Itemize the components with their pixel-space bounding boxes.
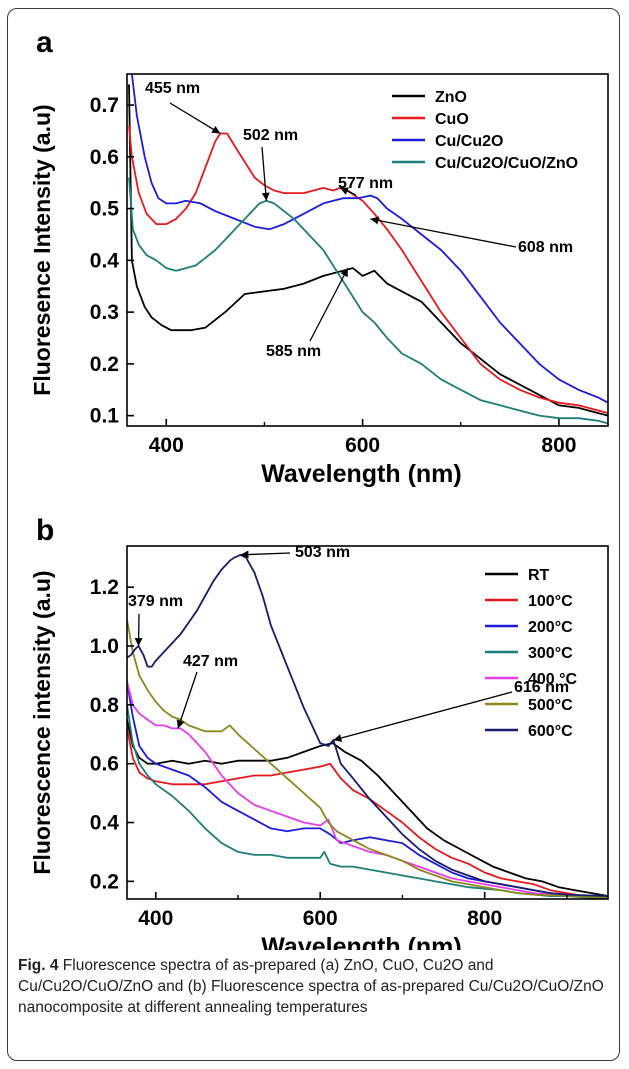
panel-a-legend-label-0: ZnO (435, 89, 467, 106)
panel-a-y-tick-label-0: 0.1 (90, 405, 120, 428)
panel-a-series-group (128, 74, 608, 425)
panel-a-annotation-label-2: 577 nm (338, 175, 393, 192)
panel-a-series-line-0 (128, 84, 608, 417)
panel-b-series-line-5 (127, 619, 608, 899)
panel-b-legend-label-0: RT (528, 567, 550, 584)
panel-b-annotation-arrowhead-1 (134, 638, 143, 646)
panel-a-annotation-label-3: 608 nm (518, 239, 573, 256)
panel-a-x-tick-label-2: 800 (541, 434, 576, 457)
caption-label: Fig. 4 (18, 957, 59, 974)
panel-b-y-axis-label: Fluorescence intensity (a.u) (29, 570, 55, 874)
panel-a-annotation-arrowhead-0 (211, 126, 221, 134)
panel-b-y-tick-label-2: 0.6 (90, 753, 119, 776)
panel-a-annotation-arrowhead-1 (261, 192, 270, 201)
panel-b-legend-label-6: 600°C (528, 723, 573, 740)
panel-a-legend-label-1: CuO (435, 111, 469, 128)
panel-b-x-axis-label: Wavelength (nm) (261, 933, 461, 950)
panel-b-legend-label-2: 200°C (528, 619, 573, 636)
panel-b-legend-label-1: 100°C (528, 593, 573, 610)
panel-b-series-line-0 (127, 719, 608, 897)
panel-a-plot-frame (126, 73, 609, 427)
caption-text: Fluorescence spectra of as-prepared (a) … (18, 957, 604, 1016)
panel-a-y-tick-label-1: 0.2 (90, 353, 119, 376)
panel-b-series-line-1 (127, 728, 608, 899)
panel-b-annotation-label-2: 427 nm (183, 653, 238, 670)
panel-b-chart: 400 600 800 0.2 0.4 0.6 0.8 1.0 1.2 Wavelength (n… (29, 544, 609, 950)
panel-b-annotation-arrowhead-2 (176, 719, 185, 729)
panel-a: a 400 600 800 0.1 0.2 0.3 0.4 0.5 0.6 0.7 Waveleng… (29, 26, 609, 488)
panel-a-chart: 400 600 800 0.1 0.2 0.3 0.4 0.5 0.6 0.7 Wavelength… (29, 73, 609, 488)
panel-a-annotation-arrowhead-2 (340, 187, 349, 195)
panel-b-legend-label-4: 400 °C (528, 671, 578, 688)
panel-b-series-line-6 (127, 553, 608, 897)
panel-b-legend-label-5: 500°C (528, 697, 573, 714)
panel-a-y-axis-label: Fluoresence Intensity (a.u) (29, 104, 55, 395)
panel-b-series-line-4 (127, 681, 608, 899)
panel-a-annotation-arrow-0 (169, 102, 221, 135)
panel-a-annotation-label-4: 585 nm (266, 343, 321, 360)
panel-a-annotation-label-0: 455 nm (145, 80, 200, 97)
panel-b-y-tick-label-4: 1.0 (90, 635, 119, 658)
panel-b-annotation-arrow-3 (333, 691, 513, 741)
panel-b-annotation-label-1: 379 nm (128, 593, 183, 610)
panel-b: b 400 600 800 0.2 0.4 0.6 0.8 1.0 1.2 Wavelength … (29, 514, 609, 950)
panel-b-y-tick-label-5: 1.2 (90, 576, 119, 599)
panel-a-y-tick-label-3: 0.4 (90, 249, 120, 272)
panel-b-y-tick-label-0: 0.2 (90, 870, 119, 893)
panel-b-annotation-arrowhead-0 (240, 550, 249, 559)
figure-svg: a 400 600 800 0.1 0.2 0.3 0.4 0.5 0.6 0.7 Waveleng… (29, 26, 609, 950)
panel-a-x-tick-label-0: 400 (149, 434, 184, 457)
panel-a-annotation-arrow-1 (261, 146, 268, 201)
panel-a-series-line-3 (128, 177, 608, 425)
figure-frame (7, 8, 620, 1061)
panel-b-x-tick-label-0: 400 (138, 907, 173, 930)
panel-a-y-tick-label-5: 0.6 (90, 146, 119, 169)
panel-a-legend-label-2: Cu/Cu2O (435, 133, 503, 150)
panel-b-annotation-arrowhead-3 (333, 734, 343, 742)
panel-a-annotation-arrow-3 (370, 218, 517, 248)
panel-b-x-tick-label-1: 600 (303, 907, 338, 930)
panel-b-plot-frame (126, 545, 609, 900)
panel-b-label: b (36, 514, 54, 547)
panel-a-annotation-arrow-4 (309, 267, 349, 342)
panel-a-annotation-arrowhead-3 (370, 216, 380, 225)
panel-a-annotation-label-1: 502 nm (243, 127, 298, 144)
panel-b-annotation-arrow-0 (240, 552, 291, 556)
panel-a-x-axis-label: Wavelength (nm) (261, 460, 461, 488)
panel-a-legend: ZnO CuO Cu/Cu2O Cu/Cu2O/CuO/ZnO (392, 89, 578, 172)
panel-b-annotation-label-0: 503 nm (295, 544, 350, 561)
panel-b-legend: RT 100°C 200°C 300°C 400 °C 500°C 600°C (485, 567, 578, 740)
panel-a-y-tick-label-6: 0.7 (90, 94, 119, 117)
panel-b-x-tick-label-2: 800 (467, 907, 502, 930)
panel-a-x-tick-label-1: 600 (345, 434, 380, 457)
panel-a-y-tick-label-4: 0.5 (90, 198, 120, 221)
panel-a-label: a (36, 26, 53, 59)
figure-caption: Fig. 4 Fluorescence spectra of as-prepar… (18, 955, 618, 1018)
panel-a-legend-label-3: Cu/Cu2O/CuO/ZnO (435, 155, 578, 172)
panel-b-legend-label-3: 300°C (528, 645, 573, 662)
panel-b-y-tick-label-1: 0.4 (90, 812, 120, 835)
panel-a-annotation-arrowhead-4 (340, 268, 348, 278)
panel-b-series-group (127, 553, 608, 899)
panel-b-annotation-arrow-2 (177, 671, 198, 729)
panel-b-annotation-label-3: 616 nm (514, 679, 569, 696)
panel-b-y-tick-label-3: 0.8 (90, 694, 120, 717)
panel-a-y-tick-label-2: 0.3 (90, 301, 119, 324)
panel-a-series-line-2 (131, 74, 608, 404)
panel-a-series-line-1 (128, 125, 608, 414)
